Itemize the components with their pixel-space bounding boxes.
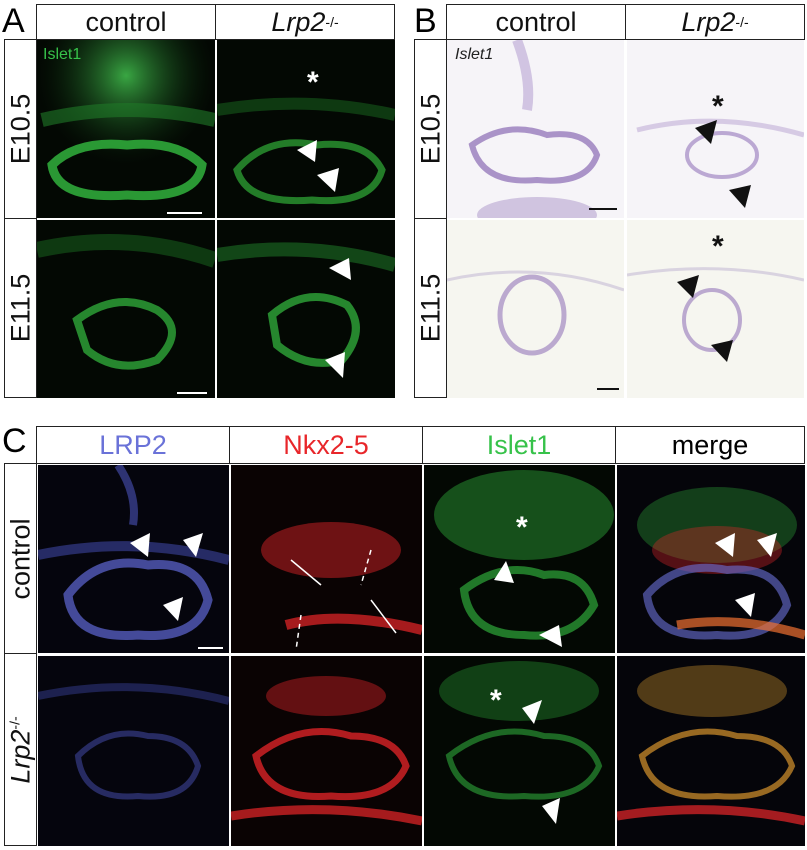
panel-letter-c: C [2, 422, 27, 460]
panel-c-row-control: control [4, 463, 37, 654]
panel-a-row-e115: E11.5 [4, 218, 37, 398]
panel-c-asterisk-control: * [516, 511, 528, 544]
panel-c-control-merge-image [617, 465, 805, 653]
panel-c-lrp2-merge-image [617, 656, 805, 846]
panel-c-lrp2-nkx25-image [231, 656, 422, 846]
panel-b-asterisk: * [712, 90, 724, 123]
panel-b-control-e115-image [447, 220, 624, 398]
panel-b-lrp2-e105-image: * [627, 40, 804, 218]
panel-a-asterisk: * [307, 66, 319, 99]
panel-b-lrp2-e115-image: * [627, 220, 804, 398]
panel-a-control-e105-image: Islet1 [37, 40, 215, 218]
panel-c-asterisk-lrp2: * [490, 684, 502, 717]
panel-b-asterisk-e115: * [712, 230, 724, 263]
panel-a-control-e115-image [37, 220, 215, 398]
panel-b-control-e105-image: Islet1 [447, 40, 624, 218]
panel-c-row-lrp2: Lrp2-/- [4, 653, 37, 846]
panel-letter-b: B [414, 2, 437, 40]
panel-b-row-e105: E10.5 [414, 39, 447, 219]
panel-a-stain-label: Islet1 [43, 46, 82, 63]
panel-c-control-nkx25-image [231, 465, 422, 653]
panel-b-row-e115: E11.5 [414, 218, 447, 398]
panel-b-header-control: control [446, 4, 626, 40]
panel-a-header-lrp2: Lrp2 -/- [215, 4, 395, 40]
panel-c-lrp2-islet1-image: * [424, 656, 615, 846]
panel-c-header-nkx25: Nkx2-5 [229, 426, 423, 464]
panel-b-stain-label: Islet1 [455, 46, 494, 63]
panel-c-control-islet1-image: * [424, 465, 615, 653]
panel-c-control-lrp2-image [38, 465, 229, 653]
panel-c-header-islet1: Islet1 [422, 426, 616, 464]
panel-a-lrp2-e105-image: * [217, 40, 395, 218]
panel-b-header-lrp2: Lrp2 -/- [625, 4, 805, 40]
panel-a-row-e105: E10.5 [4, 39, 37, 219]
panel-a-header-control: control [36, 4, 216, 40]
panel-c-header-lrp2: LRP2 [36, 426, 230, 464]
panel-c-header-merge: merge [615, 426, 805, 464]
panel-c-lrp2-lrp2-image [38, 656, 229, 846]
panel-letter-a: A [2, 2, 25, 40]
panel-a-lrp2-e115-image [217, 220, 395, 398]
